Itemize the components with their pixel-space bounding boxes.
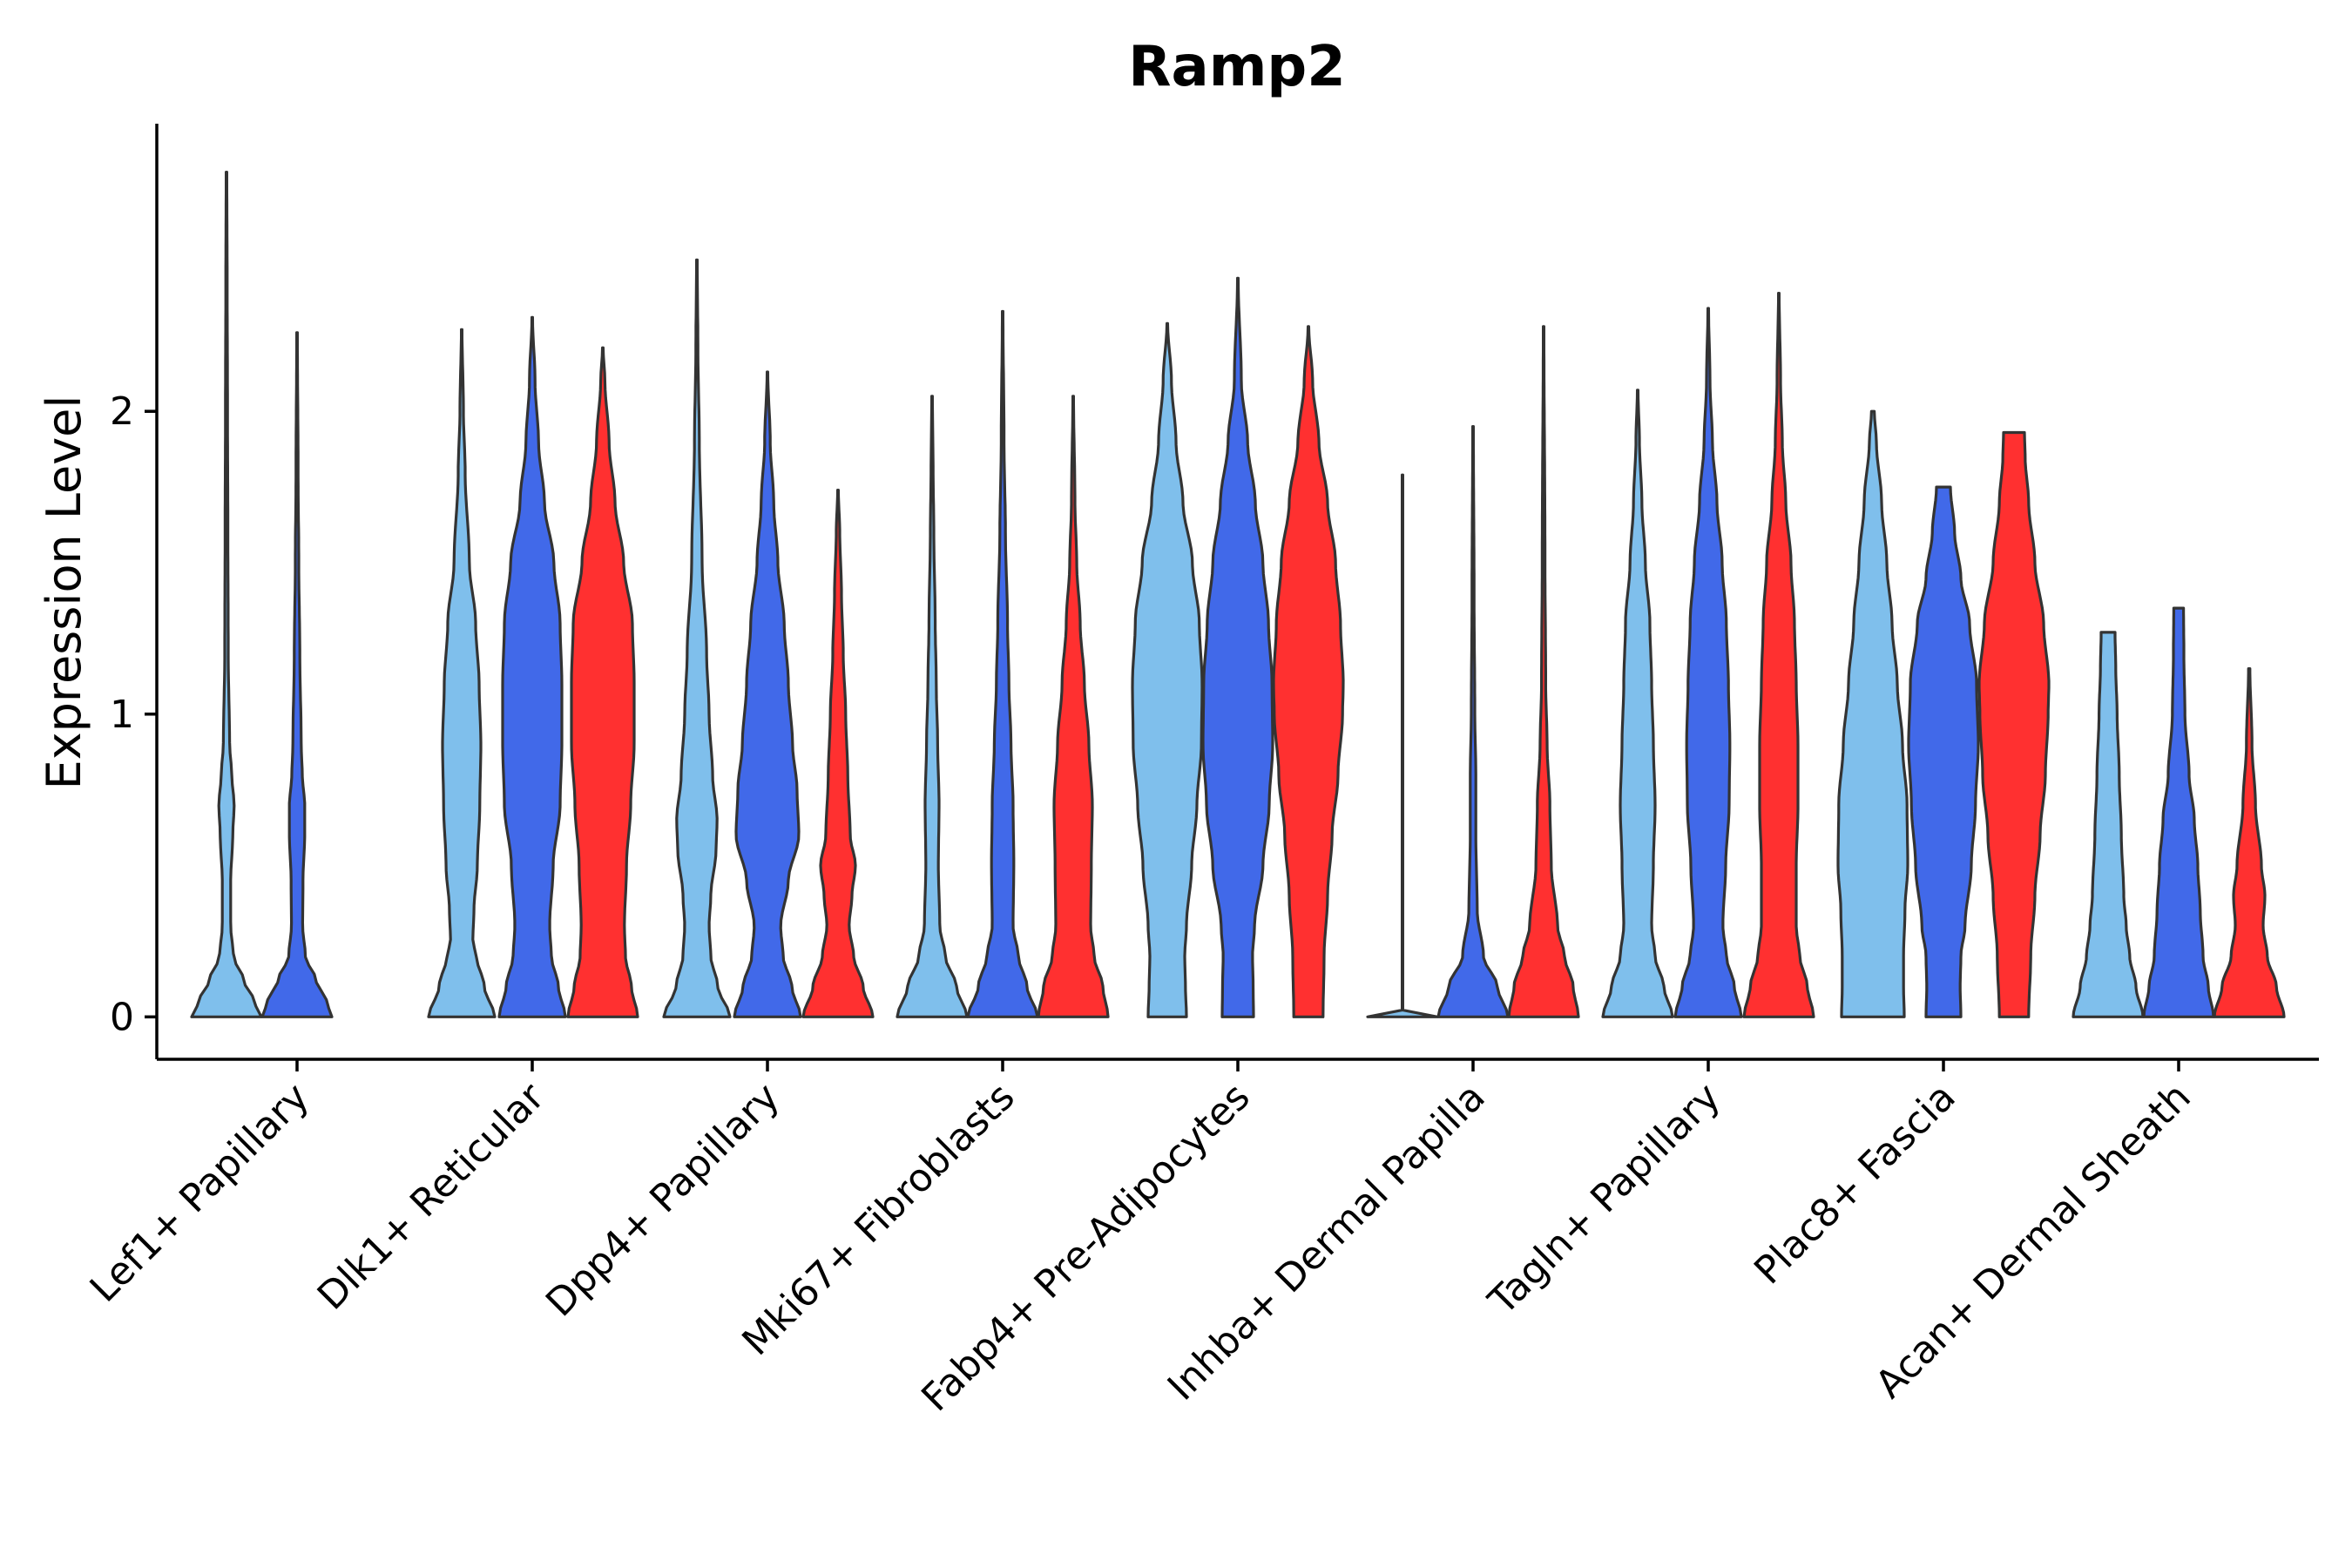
- violin-dpp4-papillary-group-3: [801, 489, 875, 1018]
- violin-layer: [190, 171, 2286, 1018]
- violin-dpp4-papillary-group-1: [662, 258, 732, 1018]
- x-category-label: Dpp4+ Papillary: [537, 1075, 788, 1326]
- chart-title: Ramp2: [1128, 35, 1346, 99]
- violin-fabp4-pre-adipocytes-group-3: [1272, 325, 1345, 1018]
- y-ticks: 0 1 2: [110, 389, 157, 1039]
- violin-mki67-fibroblasts-group-1: [896, 395, 969, 1018]
- y-axis-title: Expression Level: [37, 395, 91, 790]
- x-category-label: Dlk1+ Reticular: [309, 1074, 554, 1319]
- y-tick-label: 0: [110, 995, 134, 1039]
- violin-mki67-fibroblasts-group-3: [1037, 395, 1110, 1018]
- violin-plac8-fascia-group-2: [1907, 485, 1980, 1018]
- violin-tagln-papillary-group-3: [1742, 292, 1815, 1018]
- y-tick-label: 2: [110, 389, 134, 434]
- violin-dlk1-reticular-group-3: [566, 346, 639, 1018]
- violin-acan-dermal-sheath-group-1: [2072, 631, 2145, 1018]
- violin-inhba-dermal-papilla-group-2: [1436, 425, 1510, 1018]
- x-category-label: Tagln+ Papillary: [1480, 1075, 1729, 1324]
- violin-dpp4-papillary-group-2: [733, 370, 802, 1018]
- violin-lef1-papillary-group-1: [190, 171, 263, 1018]
- violin-fabp4-pre-adipocytes-group-1: [1131, 321, 1204, 1018]
- violin-plac8-fascia-group-1: [1836, 409, 1909, 1018]
- violin-dlk1-reticular-group-2: [497, 315, 567, 1018]
- x-category-label: Plac8+ Fascia: [1746, 1075, 1964, 1294]
- violin-fabp4-pre-adipocytes-group-2: [1201, 276, 1274, 1018]
- violin-inhba-dermal-papilla-group-3: [1507, 325, 1580, 1018]
- violin-lef1-papillary-group-2: [260, 331, 334, 1018]
- violin-tagln-papillary-group-2: [1673, 307, 1743, 1018]
- violin-tagln-papillary-group-1: [1601, 389, 1674, 1018]
- violin-inhba-dermal-papilla-group-1: [1366, 473, 1439, 1018]
- x-category-label: Lef1+ Papillary: [82, 1075, 318, 1311]
- violin-mki67-fibroblasts-group-2: [966, 309, 1039, 1018]
- violin-acan-dermal-sheath-group-3: [2213, 667, 2286, 1018]
- violin-dlk1-reticular-group-1: [427, 328, 497, 1018]
- y-tick-label: 1: [110, 693, 134, 737]
- violin-plac8-fascia-group-3: [1977, 430, 2051, 1018]
- violin-acan-dermal-sheath-group-2: [2142, 606, 2215, 1018]
